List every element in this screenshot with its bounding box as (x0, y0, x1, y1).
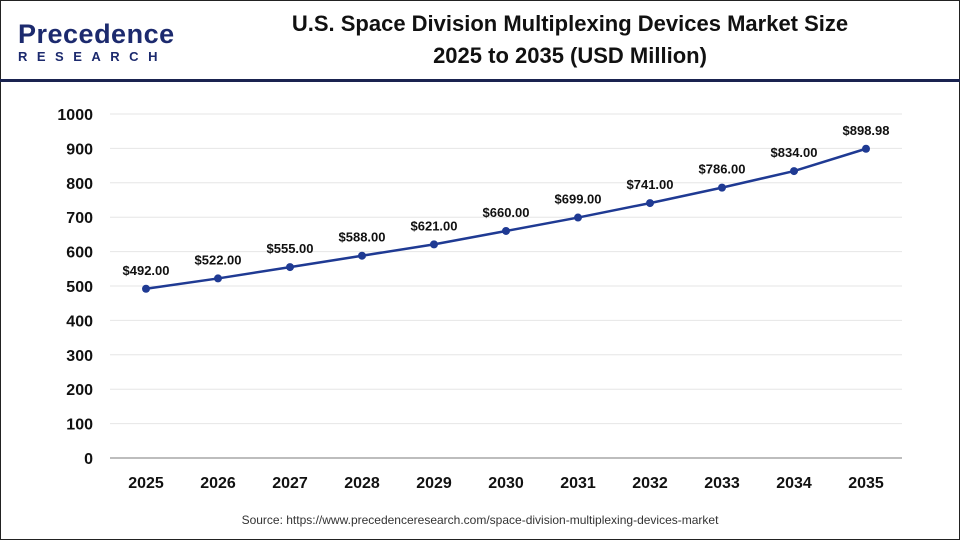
title-line-1: U.S. Space Division Multiplexing Devices… (291, 11, 849, 36)
data-point (214, 274, 222, 283)
y-tick-label: 1000 (57, 107, 93, 124)
data-point (142, 284, 150, 293)
x-tick-label: 2031 (560, 475, 596, 492)
header-divider (0, 79, 960, 82)
y-tick-label: 800 (66, 176, 93, 193)
data-point (430, 240, 438, 249)
y-tick-label: 200 (66, 382, 93, 399)
logo: Precedence RESEARCH (18, 20, 175, 64)
data-label: $741.00 (627, 177, 674, 192)
y-tick-label: 500 (66, 279, 93, 296)
y-tick-label: 0 (84, 451, 93, 468)
logo-sub: RESEARCH (18, 49, 167, 64)
x-tick-label: 2026 (200, 475, 236, 492)
y-tick-label: 600 (66, 245, 93, 262)
y-tick-label: 100 (66, 417, 93, 434)
data-point (790, 167, 798, 176)
data-point (646, 199, 654, 208)
source-note: Source: https://www.precedenceresearch.c… (241, 513, 719, 527)
x-tick-label: 2032 (632, 475, 668, 492)
data-point (502, 226, 510, 235)
title-line-2: 2025 to 2035 (USD Million) (433, 43, 707, 68)
x-tick-label: 2035 (848, 475, 884, 492)
data-label: $522.00 (195, 252, 242, 267)
data-point (574, 213, 582, 222)
data-label: $660.00 (483, 205, 530, 220)
x-tick-label: 2034 (776, 475, 812, 492)
y-tick-label: 900 (66, 141, 93, 158)
x-tick-label: 2033 (704, 475, 740, 492)
data-point (718, 183, 726, 192)
x-tick-label: 2029 (416, 475, 452, 492)
data-label: $834.00 (771, 145, 818, 160)
x-tick-label: 2025 (128, 475, 164, 492)
x-tick-label: 2030 (488, 475, 524, 492)
data-label: $555.00 (267, 241, 314, 256)
data-label: $699.00 (555, 192, 602, 207)
logo-main: Precedence (18, 19, 175, 49)
data-label: $786.00 (699, 162, 746, 177)
data-point (286, 263, 294, 272)
chart-title: U.S. Space Division Multiplexing Devices… (220, 8, 920, 72)
data-label: $898.98 (843, 123, 890, 138)
data-label: $492.00 (123, 263, 170, 278)
x-tick-label: 2028 (344, 475, 380, 492)
y-tick-label: 700 (66, 210, 93, 227)
data-point (358, 251, 366, 260)
x-tick-label: 2027 (272, 475, 308, 492)
data-label: $621.00 (411, 218, 458, 233)
data-point (862, 144, 870, 153)
y-tick-label: 400 (66, 313, 93, 330)
data-label: $588.00 (339, 230, 386, 245)
y-tick-label: 300 (66, 348, 93, 365)
